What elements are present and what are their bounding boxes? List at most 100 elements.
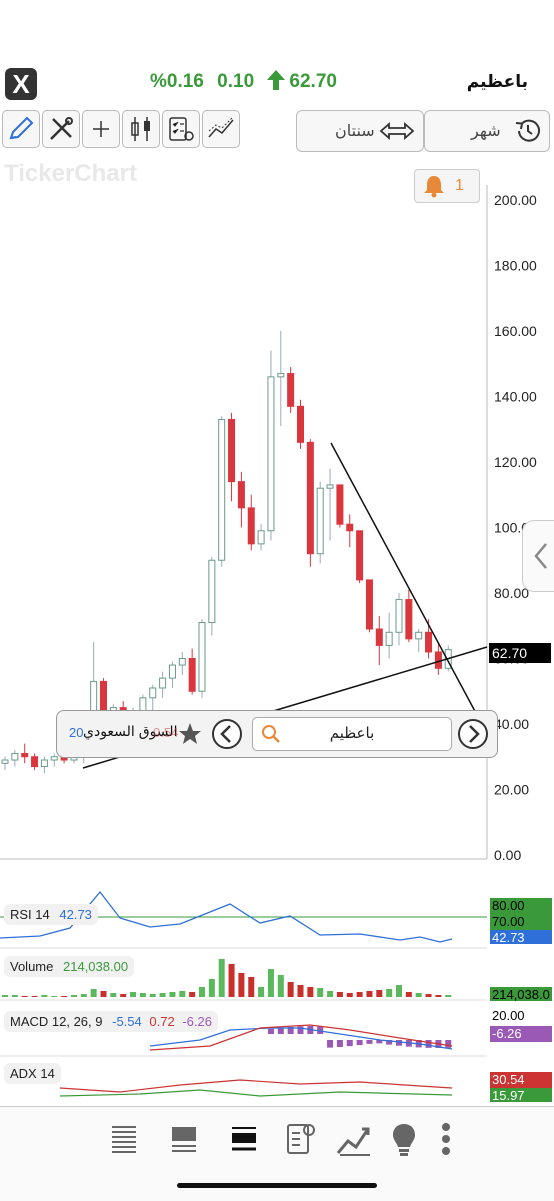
volume-bar (169, 992, 176, 997)
y-tick-label: 160.00 (494, 323, 537, 339)
next-symbol-icon[interactable] (457, 718, 489, 750)
macd-label[interactable]: MACD 12, 26, 9 -5.54 0.72 -6.26 (4, 1011, 218, 1032)
nav-list-full[interactable] (104, 1119, 144, 1159)
candle-body (1, 759, 9, 764)
list-block-icon (172, 1127, 196, 1152)
chevron-left-icon (534, 543, 547, 569)
macd-histogram-bar (376, 1040, 383, 1044)
candle (178, 651, 186, 675)
more-vertical-icon (442, 1123, 450, 1155)
candle (287, 367, 295, 413)
rsi-axis-80: 80.00 (492, 898, 525, 913)
candle (149, 684, 157, 711)
volume-bar (218, 959, 225, 997)
period-selector[interactable]: سنتان (296, 110, 424, 152)
candle (198, 619, 206, 698)
star-icon[interactable] (177, 721, 203, 747)
nav-more[interactable] (426, 1119, 466, 1159)
interval-label: شهر (471, 123, 501, 140)
indicator-panes: 80.00 70.00 42.73 214,038.0 20.00 -6.26 … (0, 890, 552, 1103)
macd-value: -5.54 (112, 1014, 142, 1029)
volume-label[interactable]: Volume 214,038.00 (4, 956, 135, 977)
wrench-screwdriver-icon (50, 117, 73, 140)
volume-bar (51, 996, 58, 997)
adx-partial-value: 20 (69, 725, 84, 740)
candle-body (316, 487, 324, 555)
interval-selector[interactable]: شهر (424, 110, 550, 152)
rsi-label[interactable]: RSI 14 42.73 (4, 904, 98, 925)
volume-bar (366, 991, 373, 997)
volume-bar (31, 996, 38, 997)
adx-label[interactable]: ADX 14 (4, 1063, 61, 1084)
candle-body (375, 628, 383, 646)
candle (385, 612, 393, 659)
adx-di-axis-value: 15.97 (492, 1088, 525, 1103)
nav-ideas[interactable] (384, 1119, 424, 1159)
chart-type-button[interactable] (122, 110, 160, 148)
candle-body (50, 756, 58, 761)
symbol-search-panel: 20 السوق السعودي 0.54 باعظيم (56, 710, 498, 758)
side-panel-toggle[interactable] (522, 520, 554, 592)
macd-histogram-bar (445, 1040, 452, 1048)
nav-list-compact[interactable] (164, 1119, 204, 1159)
candle-body (267, 376, 275, 532)
candle-body (139, 697, 147, 712)
crosshair-button[interactable] (82, 110, 120, 148)
candle (50, 753, 58, 767)
pencil-icon (9, 116, 34, 140)
pencil-tool-button[interactable] (2, 110, 40, 148)
candle (21, 743, 29, 764)
price-chart[interactable]: 200.00180.00160.00140.00120.00100.0080.0… (0, 155, 554, 860)
volume-bar (199, 987, 205, 997)
candle (31, 753, 39, 770)
candle (257, 524, 265, 551)
market-label[interactable]: السوق السعودي (83, 723, 178, 739)
volume-bar (90, 989, 97, 997)
candle (316, 481, 324, 564)
close-button[interactable]: X (5, 68, 37, 100)
resistance-trendline (330, 442, 478, 716)
volume-bar (356, 992, 363, 997)
rsi-80-box (490, 898, 552, 914)
candle (168, 661, 176, 688)
candle-body (11, 752, 19, 761)
candle (336, 484, 344, 528)
nav-watchlist-settings[interactable] (280, 1119, 320, 1159)
rsi-axis-value: 42.73 (492, 930, 525, 945)
alert-button[interactable]: 1 (414, 169, 480, 203)
tools-button[interactable] (42, 110, 80, 148)
compare-button[interactable] (202, 110, 240, 148)
candle-body (228, 418, 236, 483)
volume-bar (396, 985, 402, 997)
y-tick-label: 180.00 (494, 258, 537, 274)
candle-body (247, 507, 255, 545)
y-tick-label: 0.00 (494, 847, 521, 860)
candle (237, 471, 245, 528)
macd-histogram-bar (267, 1028, 274, 1034)
y-tick-label: 200.00 (494, 192, 537, 208)
search-icon (262, 725, 280, 743)
candle-body (178, 658, 186, 666)
nav-list-active[interactable] (224, 1119, 264, 1159)
volume-bar (100, 991, 107, 997)
candle (365, 579, 373, 633)
y-tick-label: 120.00 (494, 454, 537, 470)
symbol-search-input[interactable]: باعظيم (252, 717, 452, 751)
previous-symbol-icon[interactable] (211, 718, 243, 750)
candle-body (434, 651, 442, 669)
volume-bar (376, 990, 383, 997)
volume-bar (287, 982, 294, 997)
macd-histogram-bar (386, 1040, 393, 1045)
indicator-settings-button[interactable] (162, 110, 200, 148)
macd-histogram-bar (425, 1040, 432, 1048)
volume-bar (179, 991, 186, 997)
macd-histogram-bar (317, 1026, 324, 1034)
volume-bar (110, 993, 117, 997)
symbol-name: باعظيم (466, 72, 528, 91)
last-price: 62.70 (289, 71, 337, 92)
candle (405, 589, 413, 643)
candle-body (425, 631, 433, 653)
candle (306, 439, 314, 567)
nav-charts[interactable] (334, 1119, 374, 1159)
candle-body (168, 664, 176, 679)
